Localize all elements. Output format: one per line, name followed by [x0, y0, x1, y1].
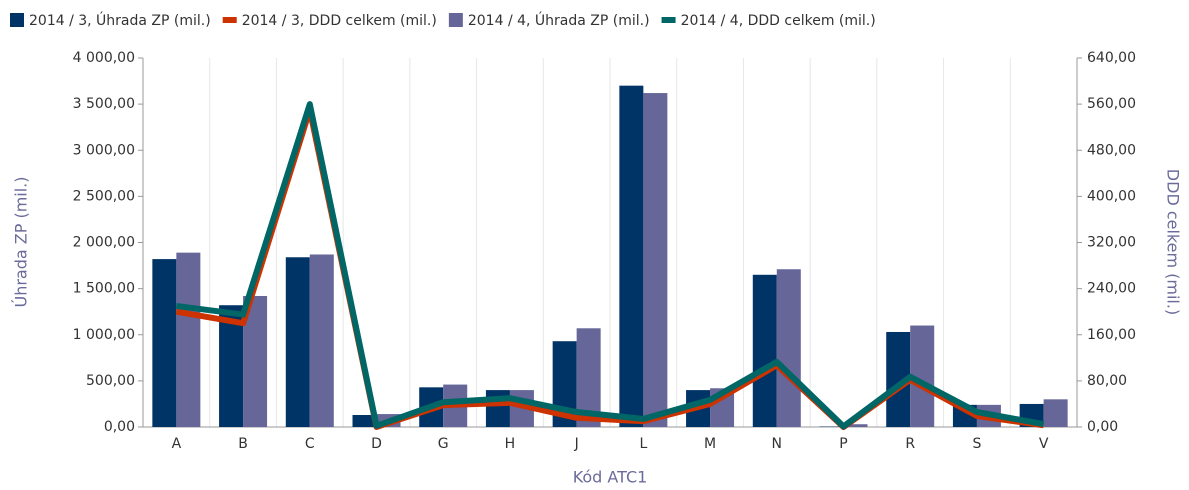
y2-tick-label: 240,00	[1087, 281, 1136, 297]
bar	[352, 415, 377, 427]
x-tick-label: J	[574, 436, 579, 452]
x-tick-label: L	[639, 436, 647, 452]
bar	[285, 257, 310, 427]
y-tick-label: 4 000,00	[73, 50, 135, 66]
legend-label: 2014 / 4, DDD celkem (mil.)	[681, 13, 876, 29]
legend-label: 2014 / 4, Úhrada ZP (mil.)	[468, 11, 650, 29]
legend-label: 2014 / 3, Úhrada ZP (mil.)	[29, 11, 211, 29]
x-tick-label: R	[905, 436, 915, 452]
x-tick-label: C	[305, 436, 315, 452]
x-tick-label: H	[505, 436, 516, 452]
x-axis-title: Kód ATC1	[573, 468, 648, 487]
x-tick-label: A	[172, 436, 182, 452]
y2-tick-label: 80,00	[1087, 373, 1127, 389]
y-tick-label: 1 500,00	[73, 281, 135, 297]
y-tick-label: 2 500,00	[73, 188, 135, 204]
legend-swatch	[661, 17, 676, 23]
bar	[643, 93, 668, 428]
y-axis-title: Úhrada ZP (mil.)	[12, 176, 31, 307]
y-tick-label: 0,00	[104, 419, 135, 435]
x-tick-label: B	[238, 436, 248, 452]
line	[175, 101, 1045, 430]
bar	[176, 252, 201, 427]
y2-tick-label: 480,00	[1087, 142, 1136, 158]
bar	[619, 85, 644, 428]
legend-swatch	[448, 13, 463, 27]
y2-axis-title: DDD celkem (mil.)	[1164, 169, 1183, 315]
y2-tick-label: 320,00	[1087, 235, 1136, 251]
y-tick-label: 500,00	[86, 373, 135, 389]
y-tick-label: 3 500,00	[73, 96, 135, 112]
legend-swatch	[10, 13, 24, 27]
x-tick-label: V	[1039, 436, 1049, 452]
y2-tick-label: 0,00	[1087, 419, 1118, 435]
legend-label: 2014 / 3, DDD celkem (mil.)	[242, 13, 437, 29]
bar	[309, 254, 334, 427]
bar	[843, 424, 868, 427]
x-tick-label: N	[772, 436, 782, 452]
bar	[776, 269, 801, 427]
x-tick-label: G	[438, 436, 449, 452]
bar	[752, 274, 777, 427]
y-tick-label: 1 000,00	[73, 327, 135, 343]
y2-tick-label: 640,00	[1087, 50, 1136, 66]
x-tick-label: M	[704, 436, 716, 452]
y2-tick-label: 560,00	[1087, 96, 1136, 112]
legend-swatch	[222, 17, 237, 23]
bar	[152, 259, 177, 427]
y-tick-label: 3 000,00	[73, 142, 135, 158]
x-tick-label: D	[371, 436, 382, 452]
x-tick-label: P	[839, 436, 847, 452]
bar	[1043, 399, 1068, 427]
y2-tick-label: 400,00	[1087, 188, 1136, 204]
bar	[243, 296, 268, 427]
y-tick-label: 2 000,00	[73, 235, 135, 251]
x-tick-label: S	[972, 436, 981, 452]
y2-tick-label: 160,00	[1087, 327, 1136, 343]
